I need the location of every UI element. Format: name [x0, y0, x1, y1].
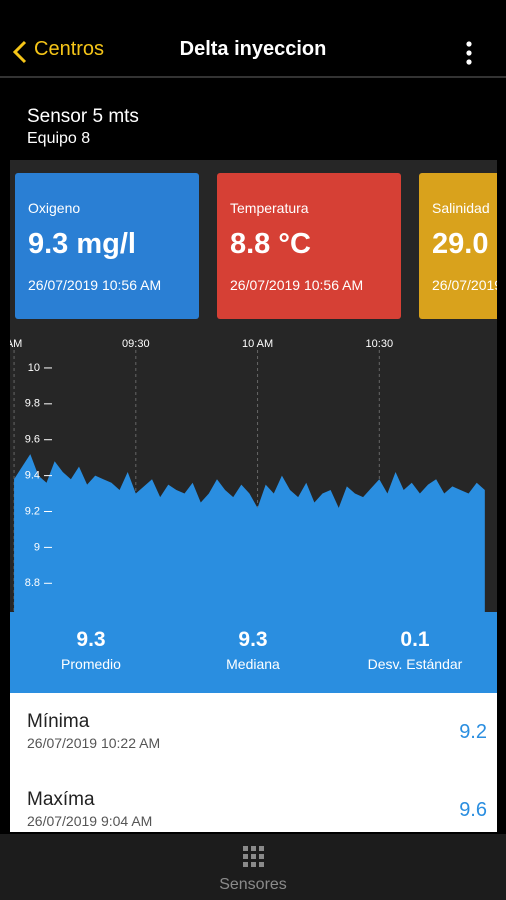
- screen-title: Delta inyeccion: [179, 38, 327, 60]
- y-tick-label: 9.4: [25, 470, 40, 482]
- sensor-panel: Sensor 5 mts Equipo 8 AM 09:30 10 AM 10:30 8…: [10, 92, 497, 832]
- nav-bar: Centros Delta inyeccion: [0, 0, 506, 78]
- metric-card[interactable]: Salinidad 29.0 26/07/2019: [419, 173, 497, 319]
- row-title: Mínima: [27, 711, 90, 732]
- card-label: Temperatura: [230, 200, 309, 216]
- menu-button[interactable]: [464, 40, 474, 66]
- metric-card[interactable]: Temperatura 8.8 °C 26/07/2019 10:56 AM: [217, 173, 401, 319]
- stats-band: 9.3 Promedio 9.3 Mediana 0.1 Desv. Estándar: [10, 612, 497, 693]
- list-row[interactable]: Maxíma 26/07/2019 9:04 AM 9.6: [27, 789, 487, 829]
- x-tick-label: 09:30: [122, 338, 150, 350]
- stat-value: 0.1: [400, 628, 430, 651]
- y-tick-label: 9: [34, 541, 40, 553]
- min-max-list: Mínima 26/07/2019 10:22 AM 9.2 Maxíma 26/07/…: [10, 693, 497, 832]
- y-tick-label: 9.2: [25, 505, 40, 517]
- area: [14, 454, 485, 612]
- card-label: Oxigeno: [28, 200, 81, 216]
- x-tick-label: 10:30: [366, 338, 394, 350]
- tab-icon[interactable]: [243, 846, 264, 867]
- metric-card[interactable]: Oxigeno 9.3 mg/l 26/07/2019 10:56 AM: [15, 173, 199, 319]
- chart: AM 09:30 10 AM 10:30 8.8 9 9.2 9.4 9.6 9.8 10: [10, 338, 485, 612]
- card-label: Salinidad: [432, 200, 490, 216]
- card-value: 29.0: [432, 228, 489, 260]
- back-button[interactable]: Centros: [34, 38, 105, 60]
- y-tick-label: 10: [28, 362, 40, 374]
- y-tick-label: 8.8: [25, 577, 40, 589]
- y-tick-label: 9.6: [25, 434, 40, 446]
- card-date: 26/07/2019: [432, 277, 497, 293]
- sensor-header: Sensor 5 mts Equipo 8: [10, 92, 497, 160]
- card-value: 9.3 mg/l: [28, 228, 136, 260]
- row-value: 9.2: [459, 721, 487, 743]
- tab-label[interactable]: Sensores: [219, 876, 287, 893]
- stat: 9.3 Promedio: [10, 628, 172, 672]
- stat: 0.1 Desv. Estándar: [334, 628, 496, 672]
- sensor-device: Equipo 8: [27, 130, 91, 147]
- card-date: 26/07/2019 10:56 AM: [230, 277, 364, 293]
- tab-bar: Sensores: [0, 834, 506, 900]
- row-title: Maxíma: [27, 789, 95, 810]
- stat-label: Promedio: [61, 656, 121, 672]
- card-value: 8.8 °C: [230, 228, 311, 260]
- list-row[interactable]: Mínima 26/07/2019 10:22 AM 9.2: [27, 711, 487, 751]
- stat-label: Desv. Estándar: [367, 656, 463, 672]
- sensor-name: Sensor 5 mts: [27, 106, 139, 127]
- card-date: 26/07/2019 10:56 AM: [28, 277, 162, 293]
- back-chevron[interactable]: [12, 40, 28, 64]
- row-value: 9.6: [459, 799, 487, 821]
- x-tick-label: 10 AM: [242, 338, 273, 350]
- x-tick-label: AM: [10, 338, 22, 350]
- row-date: 26/07/2019 10:22 AM: [27, 735, 161, 751]
- y-tick-label: 9.8: [25, 398, 40, 410]
- row-date: 26/07/2019 9:04 AM: [27, 813, 153, 829]
- stat: 9.3 Mediana: [172, 628, 334, 672]
- stat-value: 9.3: [238, 628, 268, 651]
- stat-value: 9.3: [76, 628, 106, 651]
- stat-label: Mediana: [226, 656, 280, 672]
